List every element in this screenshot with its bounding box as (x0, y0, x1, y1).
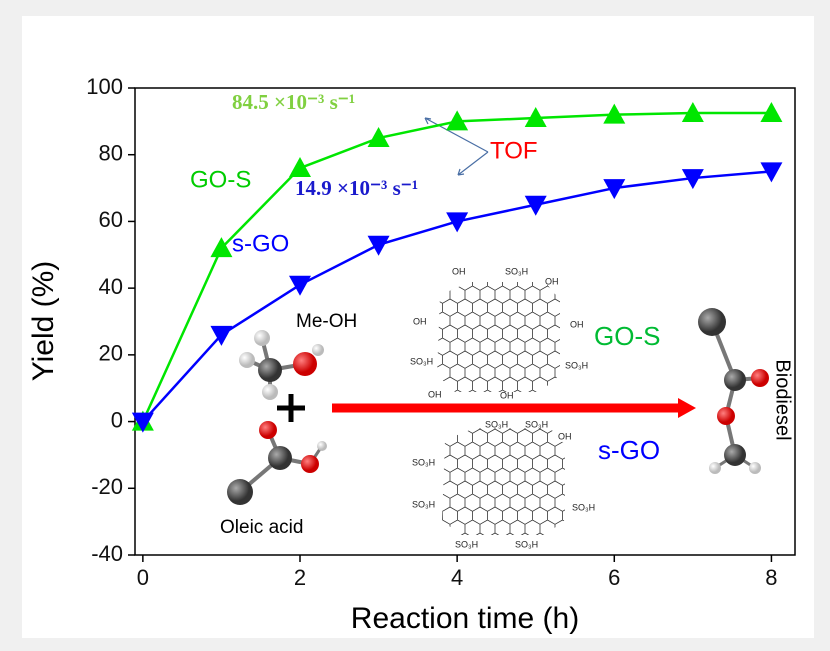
group-label: SO₃H (412, 499, 435, 509)
group-label: OH (570, 319, 584, 329)
group-label: OH (558, 431, 572, 441)
x-tick-label: 0 (137, 565, 149, 590)
x-tick-label: 2 (294, 565, 306, 590)
group-label: OH (428, 389, 442, 399)
group-label: OH (413, 316, 427, 326)
x-tick-label: 4 (451, 565, 463, 590)
y-axis-title: Yield (%) (27, 261, 60, 382)
series-label: GO-S (190, 166, 251, 193)
molecule-label: Me-OH (296, 311, 357, 332)
group-label: SO₃H (572, 502, 595, 512)
group-label: SO₃H (485, 419, 508, 429)
group-label: SO₃H (410, 356, 433, 366)
catalyst-label: s-GO (598, 435, 660, 465)
x-tick-label: 8 (765, 565, 777, 590)
series-label: s-GO (232, 230, 289, 257)
y-tick-label: -40 (91, 541, 123, 566)
product-label: Biodiesel (772, 359, 794, 440)
catalyst-label: GO-S (594, 321, 660, 351)
group-label: SO₃H (565, 360, 588, 370)
group-label: SO₃H (412, 457, 435, 467)
group-label: SO₃H (515, 539, 538, 549)
tof-label: 14.9 ×10⁻³ s⁻¹ (295, 176, 418, 200)
molecule-label: Oleic acid (220, 517, 303, 538)
group-label: SO₃H (455, 539, 478, 549)
y-tick-label: 80 (99, 141, 123, 166)
tof-label: 84.5 ×10⁻³ s⁻¹ (232, 90, 355, 114)
y-tick-label: 60 (99, 207, 123, 232)
y-tick-label: 0 (111, 407, 123, 432)
y-tick-label: 20 (99, 341, 123, 366)
y-tick-label: 40 (99, 274, 123, 299)
figure: Yield (%) Reaction time (h) 84.5 ×10⁻³ s… (0, 0, 830, 651)
group-label: SO₃H (525, 419, 548, 429)
x-axis-title: Reaction time (h) (351, 602, 579, 635)
x-tick-label: 6 (608, 565, 620, 590)
tof-title: TOF (490, 137, 538, 164)
group-label: OH (545, 276, 559, 286)
group-label: OH (500, 390, 514, 400)
y-tick-label: 100 (86, 74, 123, 99)
group-label: SO₃H (505, 266, 528, 276)
group-label: OH (452, 266, 466, 276)
y-tick-label: -20 (91, 474, 123, 499)
